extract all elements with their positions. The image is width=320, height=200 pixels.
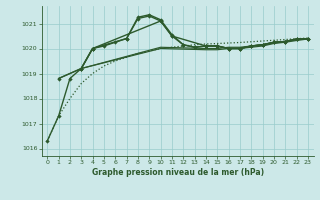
X-axis label: Graphe pression niveau de la mer (hPa): Graphe pression niveau de la mer (hPa) (92, 168, 264, 177)
